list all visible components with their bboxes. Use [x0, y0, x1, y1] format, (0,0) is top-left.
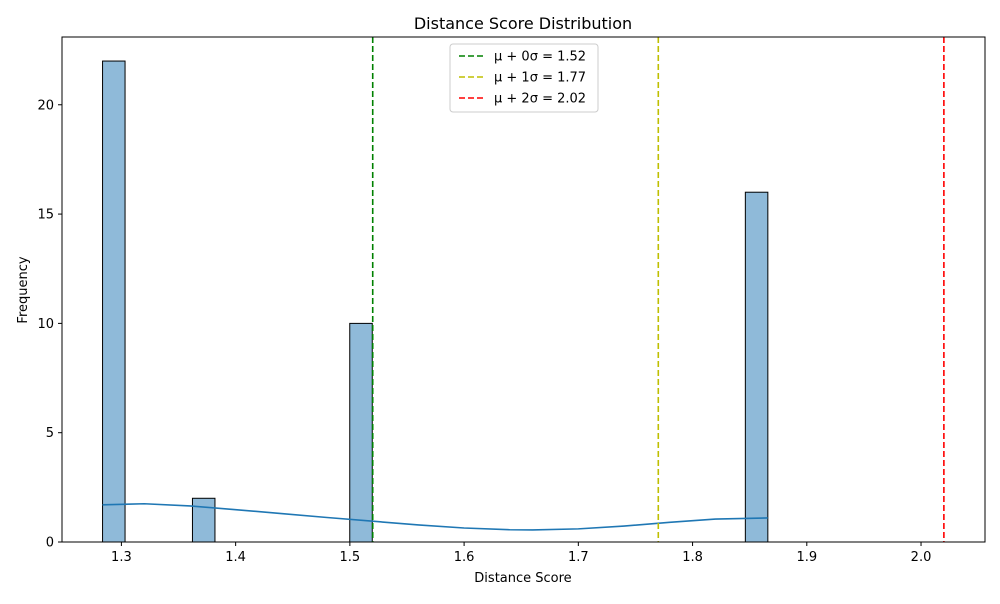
legend: μ + 0σ = 1.52 μ + 1σ = 1.77 μ + 2σ = 2.02	[449, 43, 599, 113]
chart-title: Distance Score Distribution	[414, 14, 632, 33]
legend-label-0: μ + 0σ = 1.52	[494, 50, 586, 65]
histogram-bar-3	[744, 191, 769, 543]
histogram-bar-0	[102, 60, 126, 543]
histogram-bar-2	[349, 322, 373, 543]
kde-curve	[102, 502, 768, 531]
y-tick-label: 5	[46, 426, 54, 441]
x-tick-label: 1.4	[225, 550, 246, 565]
x-tick-label: 1.7	[568, 550, 589, 565]
y-axis-label: Frequency	[16, 256, 31, 323]
y-tick-label: 10	[37, 317, 54, 332]
histogram-bar-1	[191, 497, 216, 543]
plot-frame	[61, 36, 986, 543]
y-tick-label: 0	[46, 536, 54, 551]
x-tick-label: 1.9	[796, 550, 817, 565]
y-tick-label: 15	[37, 208, 54, 223]
x-tick-label: 1.3	[111, 550, 132, 565]
x-tick-label: 2.0	[911, 550, 932, 565]
legend-label-2: μ + 2σ = 2.02	[494, 92, 586, 107]
legend-label-1: μ + 1σ = 1.77	[494, 71, 586, 86]
plot-area: 1.3 1.4 1.5 1.6 1.7 1.8 1.9 2.0 0 5 10 15 20	[37, 36, 986, 565]
x-axis-label: Distance Score	[474, 571, 571, 586]
x-tick-label: 1.6	[454, 550, 475, 565]
y-tick-label: 20	[37, 98, 54, 113]
x-tick-label: 1.8	[682, 550, 703, 565]
x-tick-label: 1.5	[340, 550, 361, 565]
legend-box	[449, 43, 599, 113]
